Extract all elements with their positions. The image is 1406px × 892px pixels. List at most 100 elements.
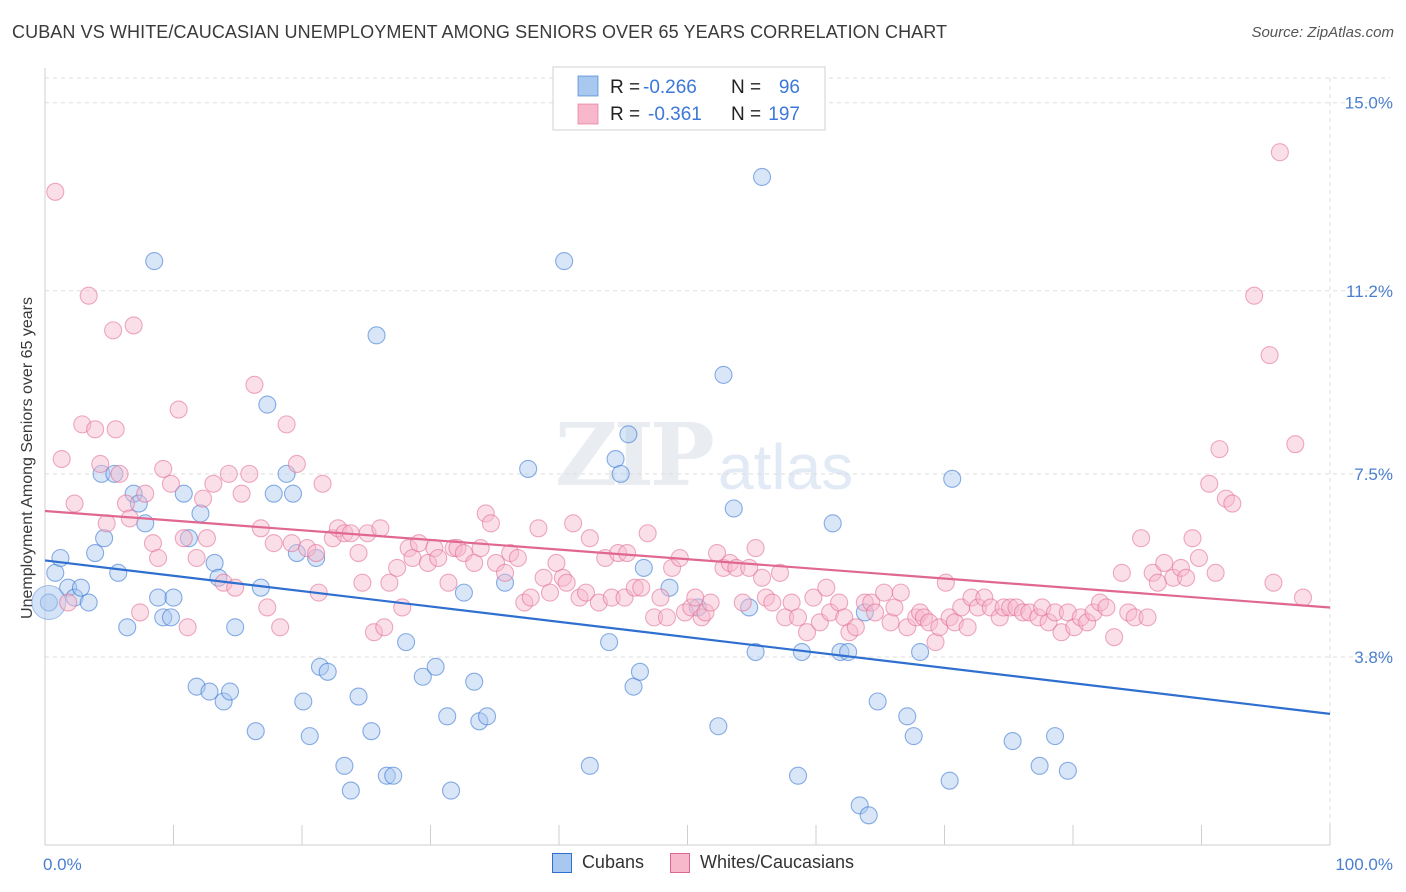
whites-point — [86, 420, 105, 439]
stats-n-label-whites: N = — [731, 104, 761, 125]
cubans-point — [214, 692, 233, 711]
whites-point — [476, 504, 495, 523]
whites-point — [258, 598, 277, 617]
stats-n-value-cubans: 96 — [779, 77, 800, 98]
whites-point — [752, 568, 772, 587]
cubans-point — [264, 484, 283, 503]
whites-point — [371, 519, 390, 538]
whites-point — [1029, 608, 1048, 627]
whites-point — [240, 464, 259, 483]
whites-point — [994, 598, 1013, 617]
whites-point — [79, 286, 98, 305]
cubans-point — [145, 252, 164, 271]
cubans-point — [220, 682, 240, 701]
cubans-point — [823, 514, 842, 533]
whites-point — [508, 548, 527, 568]
whites-point — [975, 588, 994, 607]
whites-point — [116, 494, 136, 513]
whites-point — [106, 420, 125, 439]
legend-swatch-whites — [669, 852, 690, 873]
cubans-point — [943, 469, 962, 488]
whites-point — [638, 524, 657, 543]
trend-lines — [44, 509, 1331, 715]
cubans-point — [367, 326, 386, 345]
y-tick-label: 3.8% — [1354, 648, 1393, 667]
cubans-point — [129, 494, 148, 513]
cubans-point — [746, 642, 765, 662]
cubans-point — [580, 756, 599, 775]
cubans-point — [59, 578, 78, 597]
whites-point — [187, 548, 206, 568]
whites-point — [1045, 603, 1065, 622]
stats-swatch-cubans — [577, 75, 599, 97]
whites-point — [439, 573, 458, 592]
whites-point — [920, 613, 939, 632]
whites-point — [1223, 494, 1242, 513]
cubans-point — [413, 667, 432, 686]
cubans-point — [519, 459, 538, 478]
cubans-point — [205, 553, 224, 572]
cubans-point — [118, 618, 137, 637]
whites-point — [1286, 435, 1305, 454]
cubans-point — [619, 425, 638, 444]
whites-point — [940, 608, 959, 627]
cubans-point — [287, 543, 306, 563]
cubans-point — [300, 727, 319, 746]
legend-label-cubans: Cubans — [581, 852, 644, 872]
whites-point — [264, 534, 283, 553]
cubans-point — [495, 573, 515, 592]
stats-r-value-cubans: -0.266 — [643, 77, 697, 98]
cubans-point — [1045, 727, 1065, 746]
cubans-point — [109, 563, 128, 582]
whites-point — [194, 489, 213, 508]
cubans-point — [246, 722, 265, 741]
cubans-point — [335, 756, 354, 775]
cubans-point — [634, 558, 653, 577]
cubans-point — [904, 727, 923, 746]
cubans-point — [426, 657, 445, 676]
cubans-point — [154, 608, 173, 627]
whites-point — [444, 539, 463, 558]
whites-point — [696, 603, 715, 622]
cubans-point — [95, 529, 114, 548]
whites-point — [154, 459, 173, 478]
y-tick-label: 7.5% — [1354, 465, 1393, 484]
whites-point — [663, 558, 682, 577]
whites-point — [313, 474, 332, 493]
whites-point — [1112, 563, 1131, 582]
whites-point — [936, 573, 955, 592]
whites-point — [1200, 474, 1219, 493]
cubans-point — [465, 672, 484, 691]
cubans-point — [149, 588, 168, 607]
cubans-point — [307, 548, 326, 568]
legend-label-whites: Whites/Caucasians — [699, 852, 855, 872]
whites-point — [770, 563, 790, 582]
cubans-point — [788, 766, 808, 785]
cubans-point — [1058, 761, 1077, 780]
x-tick-label: 100.0% — [1335, 855, 1393, 874]
whites-point — [1270, 143, 1289, 162]
cubans-point — [868, 692, 887, 711]
whites-point — [898, 618, 917, 637]
cubans-point — [318, 662, 337, 681]
cubans-point — [438, 707, 457, 726]
whites-point — [1245, 286, 1264, 305]
cubans-point — [477, 707, 497, 726]
whites-point — [271, 618, 290, 637]
whites-point — [914, 608, 933, 627]
y-tick-label: 11.2% — [1346, 282, 1393, 301]
cubans-point — [855, 603, 874, 622]
whites-point — [1164, 568, 1183, 587]
whites-point — [409, 534, 428, 553]
tick-labels: 3.8% 7.5% 11.2% 15.0% 0.0% 100.0% — [43, 94, 1393, 874]
whites-point — [618, 543, 637, 563]
whites-point — [1210, 440, 1229, 459]
whites-point — [862, 593, 881, 612]
whites-point — [968, 598, 987, 617]
stats-r-label-whites: R = — [610, 104, 640, 125]
cubans-point — [660, 578, 679, 597]
whites-point — [298, 539, 317, 558]
stats-r-label-cubans: R = — [610, 77, 640, 98]
whites-point — [1293, 588, 1313, 607]
bottom-legend: Cubans Whites/Caucasians — [0, 852, 1406, 873]
